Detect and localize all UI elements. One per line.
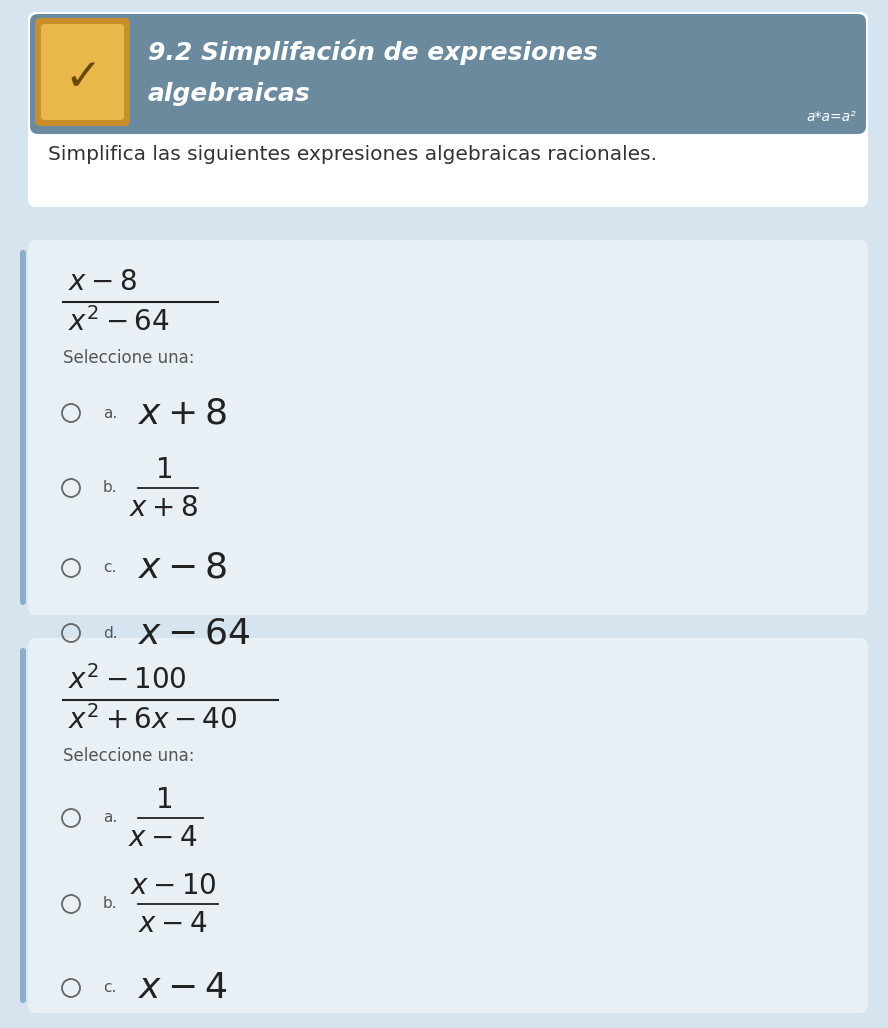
- Text: $x-4$: $x-4$: [139, 910, 208, 938]
- Text: a.: a.: [103, 810, 117, 825]
- Text: $x-10$: $x-10$: [130, 872, 217, 900]
- FancyBboxPatch shape: [41, 24, 124, 120]
- FancyBboxPatch shape: [28, 638, 868, 1013]
- Text: $x-4$: $x-4$: [138, 971, 227, 1005]
- Text: Seleccione una:: Seleccione una:: [63, 747, 194, 765]
- FancyBboxPatch shape: [35, 19, 130, 126]
- Text: $1$: $1$: [155, 456, 171, 484]
- Text: Seleccione una:: Seleccione una:: [63, 348, 194, 367]
- Text: $x-8$: $x-8$: [138, 551, 227, 585]
- Text: a*a=a²: a*a=a²: [806, 110, 856, 124]
- Text: Simplifica las siguientes expresiones algebraicas racionales.: Simplifica las siguientes expresiones al…: [48, 145, 657, 163]
- Text: $1$: $1$: [155, 786, 171, 814]
- Text: d.: d.: [103, 625, 117, 640]
- FancyBboxPatch shape: [28, 240, 868, 615]
- Text: $x^2+6x-40$: $x^2+6x-40$: [68, 705, 237, 735]
- Text: $x-8$: $x-8$: [68, 268, 137, 296]
- FancyBboxPatch shape: [30, 14, 866, 134]
- FancyBboxPatch shape: [20, 648, 26, 1003]
- Text: c.: c.: [103, 560, 116, 576]
- Text: $x+8$: $x+8$: [129, 494, 197, 522]
- Text: algebraicas: algebraicas: [148, 82, 311, 106]
- FancyBboxPatch shape: [20, 250, 26, 605]
- Text: $x^2-64$: $x^2-64$: [68, 307, 170, 337]
- Text: $x+8$: $x+8$: [138, 396, 227, 430]
- Text: $x-64$: $x-64$: [138, 616, 250, 650]
- Text: a.: a.: [103, 405, 117, 420]
- FancyBboxPatch shape: [28, 12, 868, 207]
- Text: $x^2-100$: $x^2-100$: [68, 665, 186, 695]
- Text: b.: b.: [103, 896, 117, 912]
- Text: ✓: ✓: [64, 57, 101, 100]
- Text: c.: c.: [103, 981, 116, 995]
- Text: 9.2 Simplifación de expresiones: 9.2 Simplifación de expresiones: [148, 39, 598, 65]
- Text: b.: b.: [103, 480, 117, 495]
- Text: $x-4$: $x-4$: [129, 824, 198, 852]
